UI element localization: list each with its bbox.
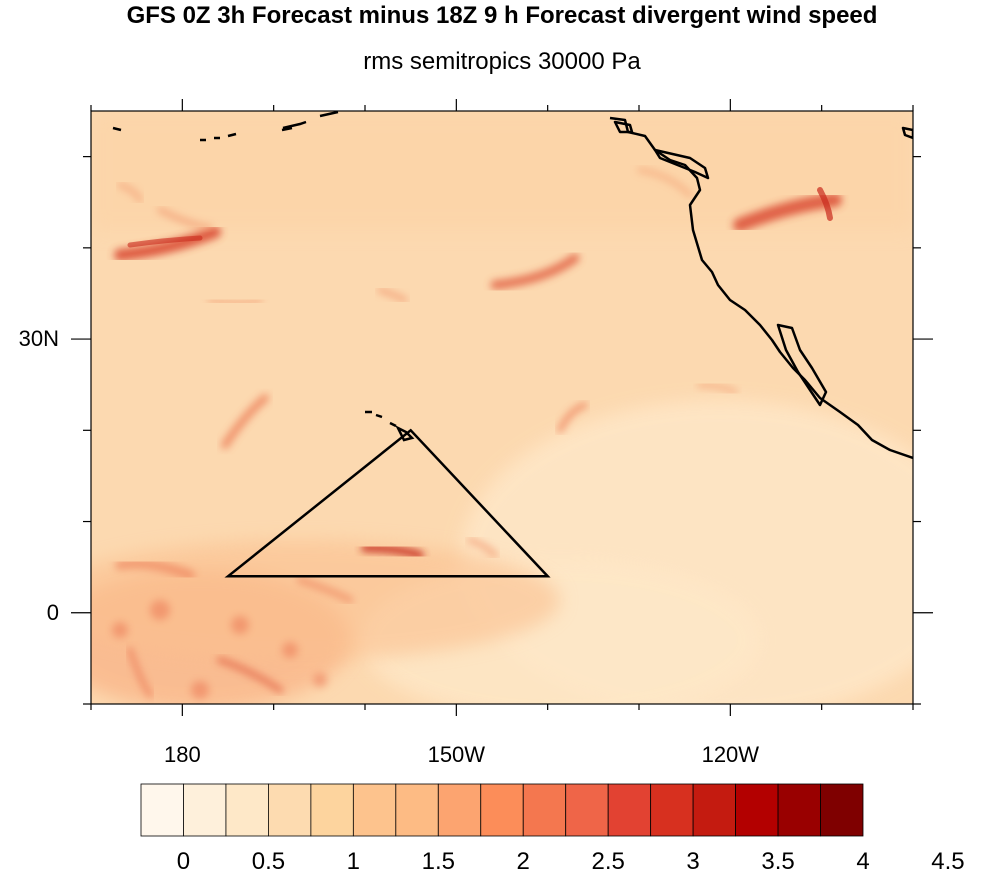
colorbar-swatch — [183, 783, 227, 837]
colorbar-label-3: 3 — [686, 848, 700, 875]
lat-tick-label-0: 0 — [46, 599, 59, 625]
colorbar-label-0: 0 — [176, 848, 191, 875]
plot-subtitle: rms semitropics 30000 Pa — [363, 48, 641, 75]
colorbar-swatch — [607, 783, 652, 837]
colorbar-swatch — [310, 783, 354, 837]
plot-title: GFS 0Z 3h Forecast minus 18Z 9 h Forecas… — [126, 2, 878, 29]
colorbar-swatch — [225, 783, 269, 837]
lat-tick-label-30n: 30N — [18, 326, 59, 352]
colorbar-label-1: 1 — [346, 848, 361, 875]
colorbar-swatch — [268, 783, 312, 837]
lon-tick-label-150w: 150W — [427, 742, 486, 767]
divergent-wind-field — [91, 111, 913, 704]
colorbar-swatch — [437, 783, 482, 837]
colorbar-swatch — [522, 783, 567, 837]
colorbar-swatch — [395, 783, 439, 837]
coastline-north-america — [609, 116, 913, 460]
triangle-region-outline — [224, 428, 551, 578]
colorbar-label-4.5: 4.5 — [931, 848, 965, 875]
colorbar-swatch — [650, 783, 694, 837]
colorbar-swatch — [480, 783, 524, 837]
colorbar-label-1.5: 1.5 — [421, 848, 455, 875]
colorbar-swatch — [140, 783, 184, 837]
coastline-islands — [112, 110, 415, 442]
colorbar-label-3.5: 3.5 — [761, 848, 795, 875]
colorbar-swatch — [352, 783, 397, 837]
colorbar-label-2: 2 — [516, 848, 530, 875]
lon-tick-label-180: 180 — [163, 742, 201, 767]
colorbar-swatch — [777, 783, 821, 837]
colorbar-swatch — [692, 783, 736, 837]
plot-frame — [90, 110, 914, 705]
colorbar-swatch — [565, 783, 609, 837]
colorbar-swatch — [820, 783, 864, 837]
colorbar-swatch — [735, 783, 779, 837]
colorbar-label-2.5: 2.5 — [591, 848, 625, 875]
colorbar-label-4: 4 — [856, 848, 870, 875]
axis-ticks — [71, 99, 933, 716]
colorbar-label-0.5: 0.5 — [251, 848, 286, 875]
lon-tick-label-120w: 120W — [701, 742, 760, 767]
colorbar — [140, 783, 864, 837]
